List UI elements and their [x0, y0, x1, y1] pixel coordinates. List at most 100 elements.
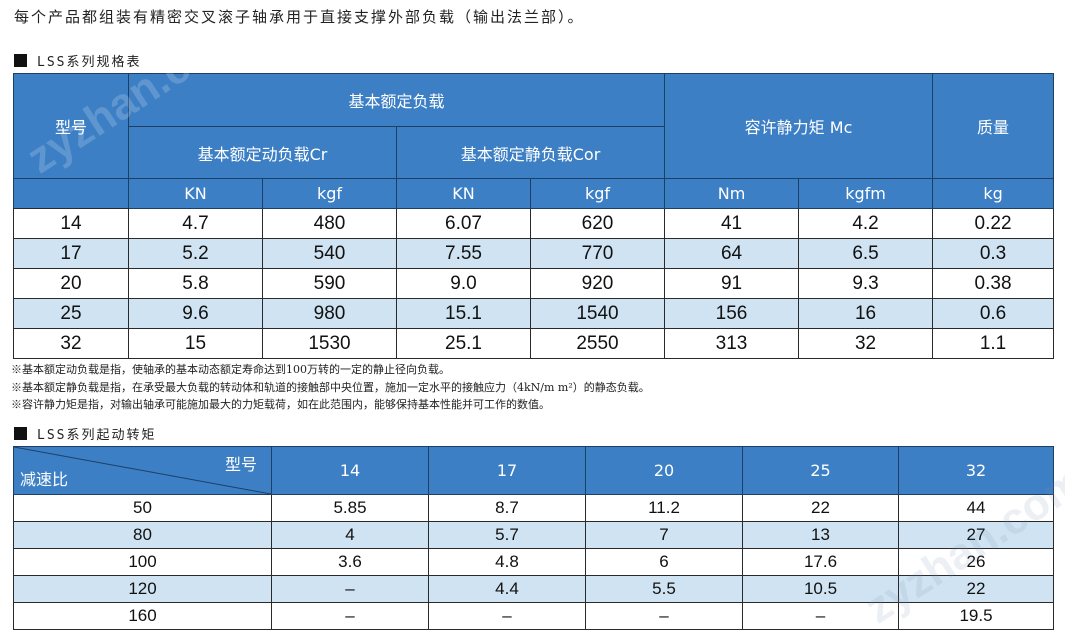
table-cell: 22: [898, 575, 1054, 603]
table-cell: 540: [262, 238, 397, 269]
table-cell: –: [271, 602, 429, 630]
table-cell: 26: [898, 548, 1054, 576]
table-cell: 4.4: [428, 575, 586, 603]
unit-cell-blank: [13, 178, 129, 209]
table-cell: 16: [798, 298, 934, 329]
table-cell: 4.8: [428, 548, 586, 576]
table-cell: 13: [742, 521, 899, 549]
table-cell: –: [428, 602, 586, 630]
table-cell: 9.3: [798, 268, 934, 299]
table-cell: 32: [798, 328, 934, 359]
table-cell: 91: [664, 268, 800, 299]
moment-header: 容许静力矩 Mc: [664, 73, 934, 179]
table-cell: 44: [898, 494, 1054, 522]
table-row: 50 5.85 8.7 11.2 22 44: [13, 494, 1054, 522]
model-column-header: 14: [271, 446, 429, 495]
units-row: KN kgf KN kgf Nm kgfm kg: [13, 178, 1055, 209]
table-cell: 0.3: [932, 238, 1055, 269]
row-key-cell: 25: [13, 298, 129, 329]
row-key-cell: 100: [13, 548, 272, 576]
table-cell: 980: [262, 298, 397, 329]
table-cell: 6.07: [396, 208, 531, 239]
table-cell: 5.85: [271, 494, 429, 522]
table-cell: 22: [742, 494, 899, 522]
mass-header: 质量: [932, 73, 1055, 179]
model-header: 型号: [13, 73, 129, 179]
table-cell: 4.2: [798, 208, 934, 239]
table-row: 120–4.4 5.5 10.5 22: [13, 575, 1054, 603]
footnotes: ※基本额定动负载是指，使轴承的基本动态额定寿命达到100万转的一定的静止径向负载…: [11, 361, 650, 414]
table-cell: 5.8: [128, 268, 263, 299]
table-cell: 6: [585, 548, 743, 576]
table-cell: 2550: [529, 328, 666, 359]
table-cell: 4.7: [128, 208, 263, 239]
table-cell: 19.5: [898, 602, 1054, 630]
table-row: 25 9.6 980 15.1 1540 156 16 0.6: [13, 298, 1055, 329]
table-cell: 4: [271, 521, 429, 549]
table-cell: –: [585, 602, 743, 630]
row-key-cell: 160: [13, 602, 272, 630]
table-cell: 9.6: [128, 298, 263, 329]
row-key-cell: 120: [13, 575, 272, 603]
footnote: ※基本额定动负载是指，使轴承的基本动态额定寿命达到100万转的一定的静止径向负载…: [11, 363, 450, 376]
table-cell: 620: [529, 208, 666, 239]
unit-cell: kgf: [529, 178, 666, 209]
unit-cell: kgfm: [798, 178, 934, 209]
table-cell: 15.1: [396, 298, 531, 329]
table-cell: 25.1: [396, 328, 531, 359]
torque-table: 型号 减速比 14 17 20 25 32 50 5.85 8.7 11.2 22 44 8…: [13, 446, 1054, 630]
table-cell: 10.5: [742, 575, 899, 603]
row-key-cell: 20: [13, 268, 129, 299]
model-column-header: 25: [742, 446, 899, 495]
table-cell: 1.1: [932, 328, 1055, 359]
table-cell: 1540: [529, 298, 666, 329]
spec-section-title-text: LSS系列规格表: [37, 55, 142, 70]
table-cell: 9.0: [396, 268, 531, 299]
table-row: 14 4.7 480 6.07 620 41 4.2 0.22: [13, 208, 1055, 239]
table-cell: 5.7: [428, 521, 586, 549]
table-cell: 0.38: [932, 268, 1055, 299]
intro-text: 每个产品都组装有精密交叉滚子轴承用于直接支撑外部负载（输出法兰部）。: [14, 8, 585, 26]
table-cell: 5.5: [585, 575, 743, 603]
row-key-cell: 50: [13, 494, 272, 522]
table-cell: 15: [128, 328, 263, 359]
table-cell: –: [742, 602, 899, 630]
model-column-header: 32: [898, 446, 1054, 495]
table-cell: 1530: [262, 328, 397, 359]
table-cell: 11.2: [585, 494, 743, 522]
model-column-header: 20: [585, 446, 743, 495]
table-row: 32 15 1530 25.1 2550 313 32 1.1: [13, 328, 1055, 359]
table-row: 20 5.8 590 9.0 920 91 9.3 0.38: [13, 268, 1055, 299]
unit-cell: KN: [396, 178, 531, 209]
table-cell: 590: [262, 268, 397, 299]
table-cell: 5.2: [128, 238, 263, 269]
table-row: 100 3.6 4.8 6 17.6 26: [13, 548, 1054, 576]
table-row: 160– – – –19.5: [13, 602, 1054, 630]
table-cell: –: [271, 575, 429, 603]
table-cell: 920: [529, 268, 666, 299]
table-cell: 27: [898, 521, 1054, 549]
footnote: ※容许静力矩是指，对输出轴承可能施加最大的力矩载荷，如在此范围内，能够保持基本性…: [11, 398, 550, 411]
black-square-icon: [14, 54, 27, 67]
unit-cell: kg: [932, 178, 1055, 209]
table-cell: 3.6: [271, 548, 429, 576]
unit-cell: KN: [128, 178, 263, 209]
diagonal-corner-header: 型号 减速比: [13, 446, 272, 495]
row-key-cell: 17: [13, 238, 129, 269]
unit-cell: kgf: [262, 178, 397, 209]
table-cell: 41: [664, 208, 800, 239]
row-key-cell: 80: [13, 521, 272, 549]
corner-ratio-label: 减速比: [20, 470, 69, 489]
unit-cell: Nm: [664, 178, 800, 209]
table-cell: 156: [664, 298, 800, 329]
corner-model-label: 型号: [224, 455, 257, 474]
table-cell: 7.55: [396, 238, 531, 269]
footnote: ※基本额定静负载是指，在承受最大负载的转动体和轨道的接触部中央位置，施加一定水平…: [11, 380, 650, 394]
table-cell: 8.7: [428, 494, 586, 522]
table-cell: 64: [664, 238, 800, 269]
table-row: 17 5.2 540 7.55 770 64 6.5 0.3: [13, 238, 1055, 269]
static-load-header: 基本额定静负载Cor: [395, 126, 666, 179]
spec-section-title: LSS系列规格表: [14, 51, 141, 70]
torque-section-title: LSS系列起动转矩: [14, 424, 156, 443]
table-cell: 7: [585, 521, 743, 549]
